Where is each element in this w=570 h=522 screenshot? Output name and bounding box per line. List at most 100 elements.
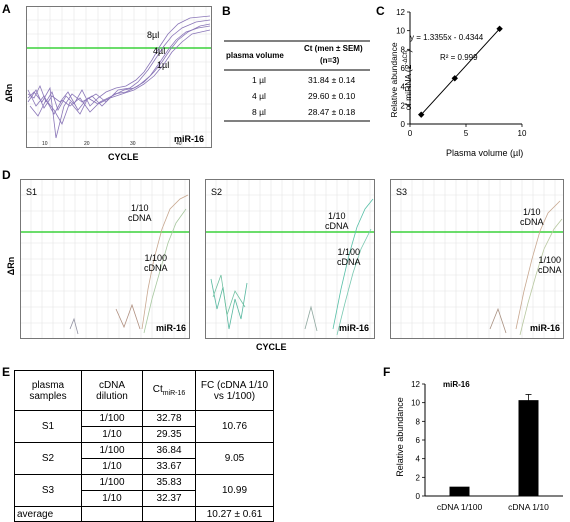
- panel-c-data-point: [451, 75, 458, 82]
- panel-c-x-tick-label: 0: [408, 129, 413, 138]
- e-header-ct: CtmiR-16: [142, 370, 196, 411]
- panel-d-s2: S2 1/10 cDNA 1/100 cDNA miR-16: [205, 179, 375, 339]
- panel-label-b: B: [222, 4, 231, 18]
- s1-target-label: miR-16: [156, 323, 187, 333]
- panel-a-y-axis-label: ΔRn: [4, 83, 15, 103]
- panel-f-plot: 0 2 4 6 8 10 12 cDNA 1/100 cDNA 1/10: [411, 380, 563, 512]
- panel-a-x-axis-label: CYCLE: [108, 152, 139, 162]
- panel-f-y-tick-label: 8: [416, 417, 421, 426]
- s1-label-1-10: 1/10 cDNA: [128, 203, 152, 223]
- row-volume-2: 4 µl: [252, 91, 266, 101]
- panel-d-amplification-plots: ΔRn S1 1/10 cDNA: [0, 165, 570, 365]
- s3-target-label: miR-16: [530, 323, 561, 333]
- row-ct-2: 29.60 ± 0.10: [308, 91, 356, 101]
- s2-target-label: miR-16: [339, 323, 370, 333]
- s3-sample-label: S3: [396, 187, 408, 197]
- panel-c-plot: 0 2 4 6 8 10 12 0 5 10: [396, 8, 527, 138]
- panel-c-data-point: [496, 25, 503, 32]
- e-s1-ct-2: 29.35: [142, 426, 196, 443]
- row-volume-3: 8 µl: [252, 107, 266, 117]
- row-ct-1: 31.84 ± 0.14: [308, 75, 356, 85]
- e-s2-fc: 9.05: [195, 442, 274, 475]
- panel-c-x-axis-label: Plasma volume (µl): [446, 148, 524, 158]
- e-s1-ct-1: 32.78: [142, 410, 196, 427]
- panel-c-y-tick-label: 2: [401, 101, 406, 110]
- e-s1-fc: 10.76: [195, 410, 274, 443]
- panel-c-trendline: [420, 28, 500, 116]
- e-s2-ct-1: 36.84: [142, 442, 196, 459]
- svg-text:10: 10: [42, 141, 48, 147]
- panel-c-y-tick-label: 10: [396, 27, 405, 36]
- panel-f-y-tick-label: 4: [416, 455, 421, 464]
- panel-c-x-tick-label: 10: [518, 129, 527, 138]
- header-n: (n=3): [320, 56, 340, 65]
- panel-f-y-tick-label: 6: [416, 436, 421, 445]
- panel-f-bar: [449, 486, 470, 496]
- panel-a-plot-area: 10 20 30 40: [26, 6, 212, 148]
- panel-f-y-tick-label: 0: [416, 492, 421, 501]
- s1-label-1-100: 1/100 cDNA: [144, 253, 168, 273]
- e-average-label: average: [14, 506, 82, 522]
- panel-a-amplification-plot: ΔRn 10 20 30 40 8µl 4µl 1µl miR-16 CYCLE: [0, 0, 220, 165]
- s2-sample-label: S2: [211, 187, 223, 197]
- curve-label-8ul: 8µl: [147, 30, 160, 40]
- e-s2-dilution-2: 1/10: [81, 458, 143, 475]
- row-ct-3: 28.47 ± 0.18: [308, 107, 356, 117]
- panel-label-d: D: [2, 168, 11, 182]
- panel-c-x-tick-label: 5: [464, 129, 469, 138]
- e-average-value: 10.27 ± 0.61: [195, 506, 274, 522]
- e-s1-dilution-2: 1/10: [81, 426, 143, 443]
- panel-a-target-label: miR-16: [174, 134, 205, 144]
- s3-label-1-10: 1/10 cDNA: [520, 207, 544, 227]
- panel-label-f: F: [383, 365, 391, 379]
- panel-f-title: miR-16: [443, 380, 470, 389]
- panel-c-y-tick-label: 0: [401, 120, 406, 129]
- panel-f-bar-chart: Relative abundance 0 2 4 6 8 10 12 cDNA 1/100 cD…: [385, 370, 570, 522]
- panel-label-c: C: [376, 4, 385, 18]
- curve-label-1ul: 1µl: [157, 60, 170, 70]
- e-s2-ct-2: 33.67: [142, 458, 196, 475]
- svg-text:20: 20: [84, 141, 90, 147]
- header-ct: Ct (men ± SEM): [304, 44, 363, 53]
- e-header-fc: FC (cDNA 1/10 vs 1/100): [195, 370, 274, 411]
- panel-f-y-tick-label: 2: [416, 473, 421, 482]
- panel-c-equation: y = 1.3355x - 0.4344: [410, 33, 484, 42]
- s3-label-1-100: 1/100 cDNA: [538, 255, 562, 275]
- panel-a-amplification-curves: [27, 15, 211, 139]
- panel-f-category-label: cDNA 1/10: [508, 502, 549, 512]
- panel-b-ct-table: plasma volume Ct (men ± SEM) (n=3) 1 µl …: [224, 40, 370, 122]
- e-s3-fc: 10.99: [195, 474, 274, 507]
- svg-text:40: 40: [176, 141, 182, 147]
- panel-f-category-label: cDNA 1/100: [437, 502, 483, 512]
- e-s3-dilution-1: 1/100: [81, 474, 143, 491]
- panel-c-r-squared: R² = 0.999: [440, 53, 478, 62]
- panel-c-data-point: [418, 111, 425, 118]
- panel-d-x-axis-label: CYCLE: [256, 342, 287, 352]
- e-s3-ct-1: 35.83: [142, 474, 196, 491]
- row-volume-1: 1 µl: [252, 75, 266, 85]
- s2-label-1-100: 1/100 cDNA: [337, 247, 361, 267]
- panel-c-y-tick-label: 6: [401, 64, 406, 73]
- e-s2-dilution-1: 1/100: [81, 442, 143, 459]
- e-sample-s2: S2: [14, 442, 82, 475]
- curve-label-4ul: 4µl: [153, 46, 166, 56]
- panel-d-y-axis-label: ΔRn: [6, 256, 17, 276]
- panel-e-fold-change-table: plasma samples cDNA dilution CtmiR-16 FC (…: [14, 370, 274, 522]
- panel-c-y-tick-label: 12: [396, 8, 405, 17]
- svg-text:30: 30: [130, 141, 136, 147]
- e-s3-dilution-2: 1/10: [81, 490, 143, 507]
- header-plasma-volume: plasma volume: [226, 51, 284, 60]
- panel-f-y-tick-label: 12: [411, 380, 420, 389]
- e-header-samples: plasma samples: [14, 370, 82, 411]
- s2-label-1-10: 1/10 cDNA: [325, 211, 349, 231]
- panel-c-y-tick-label: 4: [401, 83, 406, 92]
- panel-c-y-tick-label: 8: [401, 45, 406, 54]
- panel-f-y-tick-label: 10: [411, 399, 420, 408]
- e-s1-dilution-1: 1/100: [81, 410, 143, 427]
- panel-label-e: E: [2, 365, 11, 379]
- panel-d-s1: S1 1/10 cDNA 1/100 cDNA miR-16: [20, 179, 190, 339]
- s1-sample-label: S1: [26, 187, 38, 197]
- e-sample-s3: S3: [14, 474, 82, 507]
- e-sample-s1: S1: [14, 410, 82, 443]
